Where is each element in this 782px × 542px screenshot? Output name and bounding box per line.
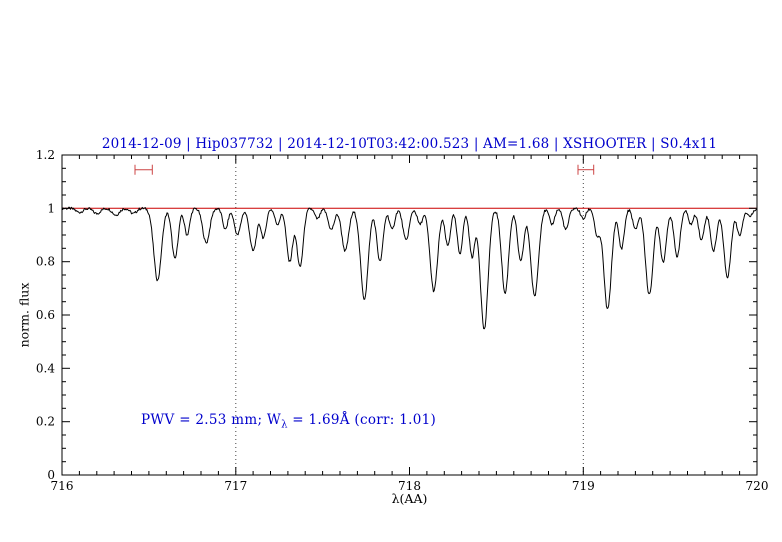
- plot-title: 2014-12-09 | Hip037732 | 2014-12-10T03:4…: [101, 136, 718, 152]
- svg-text:718: 718: [398, 479, 421, 493]
- svg-text:0.6: 0.6: [36, 308, 55, 322]
- pwv-annotation: PWV = 2.53 mm; Wλ = 1.69Å (corr: 1.01): [141, 412, 436, 431]
- pwv-annotation-prefix: PWV = 2.53 mm; W: [141, 412, 282, 428]
- lambda-subscript: λ: [281, 419, 288, 431]
- svg-text:717: 717: [224, 479, 247, 493]
- svg-text:1.2: 1.2: [36, 148, 55, 162]
- svg-text:0: 0: [47, 468, 55, 482]
- svg-text:0.8: 0.8: [36, 255, 55, 269]
- x-axis-label: λ(AA): [391, 491, 428, 506]
- svg-text:719: 719: [572, 479, 595, 493]
- pwv-annotation-suffix: = 1.69Å (corr: 1.01): [287, 412, 437, 428]
- svg-text:716: 716: [51, 479, 74, 493]
- svg-text:0.2: 0.2: [36, 415, 55, 429]
- svg-text:0.4: 0.4: [36, 361, 55, 375]
- svg-text:1: 1: [47, 201, 55, 215]
- svg-text:720: 720: [746, 479, 769, 493]
